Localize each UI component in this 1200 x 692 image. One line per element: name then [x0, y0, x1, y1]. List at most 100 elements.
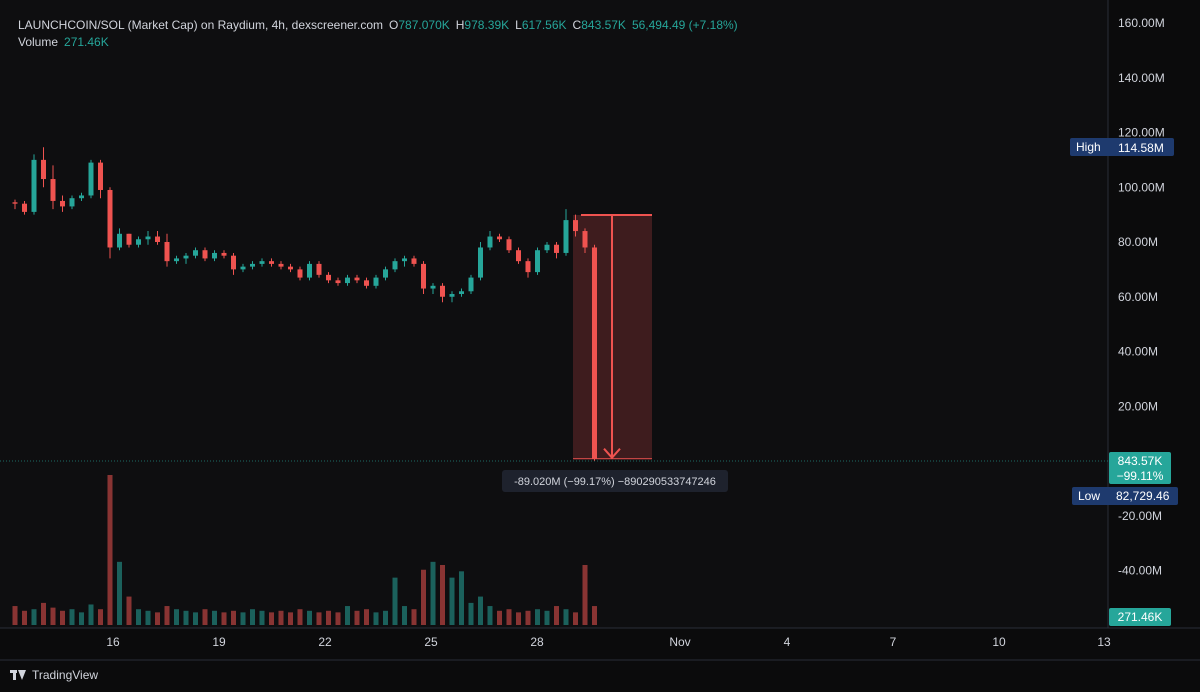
candle-body	[535, 250, 540, 273]
candle-body	[79, 195, 84, 199]
candle-body	[269, 261, 274, 264]
candle-body	[259, 261, 265, 264]
volume-bar	[364, 609, 369, 625]
volume-bar	[430, 561, 436, 625]
volume-bar	[126, 596, 132, 625]
volume-bar	[240, 612, 246, 625]
candle-body	[107, 189, 113, 248]
candle-body	[373, 277, 379, 286]
candle-body	[117, 233, 122, 248]
candle-body	[69, 198, 75, 207]
price-tick-label: 60.00M	[1118, 290, 1158, 304]
volume-bar	[155, 612, 160, 625]
measure-label: -89.020M (−99.17%) −890290533747246	[502, 470, 728, 492]
price-axis[interactable]: 160.00M 140.00M 120.00M 100.00M 80.00M 60.00M…	[1118, 16, 1165, 578]
measure-arrow-head	[603, 448, 621, 460]
last-volume-tag-value: 271.46K	[1118, 610, 1163, 624]
candle-body	[392, 261, 398, 270]
candle-body	[202, 250, 208, 259]
last-price-tag-value: 843.57K	[1118, 454, 1163, 468]
price-tick-label: 80.00M	[1118, 235, 1158, 249]
volume-bars	[12, 475, 597, 625]
time-tick-label: 28	[530, 635, 544, 649]
candle-body	[231, 255, 236, 270]
candle-body	[487, 236, 493, 248]
volume-value: 271.46K	[64, 35, 109, 49]
volume-bar	[582, 565, 588, 625]
candle-body	[354, 277, 360, 281]
price-tick-label: 100.00M	[1118, 180, 1165, 194]
candle-body	[174, 258, 179, 262]
volume-bar	[231, 610, 236, 625]
candle-body	[98, 162, 103, 190]
candle-body	[297, 269, 303, 278]
volume-bar	[69, 609, 75, 625]
price-tick-label: 20.00M	[1118, 399, 1158, 413]
candle-body	[364, 280, 369, 286]
volume-bar	[269, 612, 274, 625]
candle-body	[193, 250, 198, 256]
candle-body	[212, 252, 217, 259]
low-value: 617.56K	[521, 18, 567, 32]
volume-bar	[516, 612, 521, 625]
candle-body	[544, 244, 550, 251]
volume-bar	[506, 609, 512, 625]
tradingview-logo-icon	[10, 669, 26, 681]
time-tick-label: 4	[784, 635, 791, 649]
candle-body	[478, 247, 483, 278]
last-price-tag-change: −99.11%	[1117, 469, 1164, 483]
candle-body	[278, 263, 284, 267]
volume-bar	[535, 609, 540, 625]
volume-bar	[459, 571, 464, 625]
candle-body	[22, 203, 27, 212]
candle-body	[430, 285, 436, 289]
time-tick-label: 19	[212, 635, 226, 649]
candles	[12, 147, 597, 461]
candle-body	[88, 162, 94, 196]
last-price-tag	[1109, 452, 1171, 484]
low-label: L	[515, 18, 522, 32]
candle-body	[497, 236, 502, 240]
last-volume-tag	[1109, 608, 1171, 626]
candle-body	[449, 294, 455, 297]
volume-bar	[497, 610, 502, 625]
volume-bar	[383, 610, 388, 625]
candle-body	[516, 250, 521, 262]
open-value: 787.070K	[398, 18, 450, 32]
volume-bar	[212, 610, 217, 625]
symbol-title[interactable]: LAUNCHCOIN/SOL (Market Cap) on Raydium, …	[18, 18, 384, 32]
volume-bar	[107, 475, 113, 625]
volume-bar	[117, 561, 122, 625]
time-tick-label: 13	[1097, 635, 1111, 649]
volume-bar	[183, 610, 189, 625]
volume-bar	[487, 606, 493, 625]
volume-bar	[259, 610, 265, 625]
time-tick-label: 10	[992, 635, 1006, 649]
volume-bar	[468, 602, 474, 625]
close-label: C	[572, 18, 582, 32]
price-tick-label: 140.00M	[1118, 71, 1165, 85]
volume-bar	[440, 565, 445, 625]
price-tick-label: 120.00M	[1118, 126, 1165, 140]
candle-body	[326, 274, 331, 281]
tradingview-footer[interactable]: TradingView	[10, 665, 98, 685]
candle-body	[155, 236, 160, 242]
volume-label[interactable]: Volume	[18, 35, 59, 49]
volume-bar	[421, 569, 426, 625]
volume-bar	[136, 609, 141, 625]
candle-body	[459, 291, 464, 295]
time-axis[interactable]: 16 19 22 25 28 Nov 4 7 10 13	[106, 635, 1111, 649]
candle-body	[41, 159, 46, 180]
volume-bar	[50, 607, 56, 625]
candle-body	[402, 258, 407, 262]
candle-body	[525, 261, 531, 273]
high-label: H	[455, 18, 465, 32]
volume-bar	[250, 609, 255, 625]
volume-bar	[31, 609, 37, 625]
price-tick-label: -40.00M	[1118, 564, 1162, 578]
measure-tool[interactable]: -89.020M (−99.17%) −890290533747246	[502, 214, 728, 492]
volume-bar	[316, 612, 322, 625]
volume-bar	[354, 610, 360, 625]
time-tick-label: 22	[318, 635, 332, 649]
